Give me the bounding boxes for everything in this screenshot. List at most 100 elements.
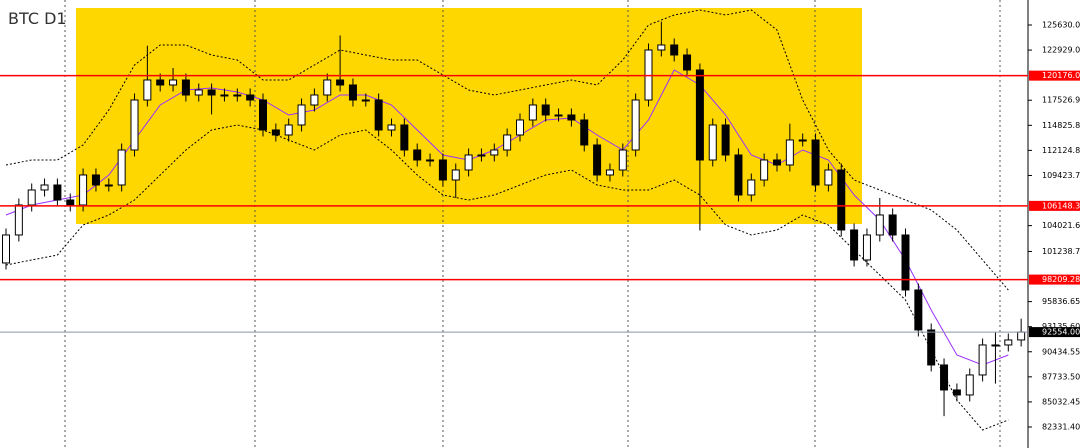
candle-body xyxy=(837,169,846,231)
candle-body xyxy=(104,184,113,187)
current-price-bg xyxy=(1029,327,1080,338)
candle-body xyxy=(965,374,974,396)
candle-body xyxy=(721,124,730,156)
candle-body xyxy=(91,174,100,186)
y-tick-label: 117526.90 xyxy=(1042,96,1080,105)
candle-body xyxy=(259,99,267,131)
highlight-zone xyxy=(76,8,862,224)
candle-body xyxy=(516,119,524,136)
y-tick-label: 93135.60 xyxy=(1042,322,1080,331)
candle-body xyxy=(785,139,794,166)
y-tick-label: 101238.75 xyxy=(1042,247,1080,256)
candle-body xyxy=(593,144,602,176)
candle-body xyxy=(528,104,537,121)
y-tick-label: 82331.40 xyxy=(1042,422,1080,431)
candle-body xyxy=(734,154,743,196)
candle-body xyxy=(477,154,486,157)
candle-body xyxy=(657,44,666,51)
candle-body xyxy=(914,289,923,331)
current-price-label: 92554.00 xyxy=(1042,328,1080,337)
y-tick-label: 122929.05 xyxy=(1042,46,1080,55)
candle-body xyxy=(888,214,897,236)
candle-body xyxy=(541,104,550,116)
candle-body xyxy=(271,129,280,136)
level-label: 98209.28 xyxy=(1042,275,1080,284)
candle-body xyxy=(708,124,717,161)
candle-body xyxy=(413,149,422,161)
candle-body xyxy=(683,54,692,71)
plot xyxy=(2,9,1026,431)
candle-body xyxy=(901,234,910,291)
candle-body xyxy=(284,124,293,136)
y-tick-label: 114825.85 xyxy=(1042,121,1080,130)
candle-body xyxy=(554,114,563,117)
candle-body xyxy=(1017,331,1026,341)
candle-body xyxy=(605,169,614,176)
candle-body xyxy=(40,184,49,191)
candle-body xyxy=(940,364,949,391)
candle-body xyxy=(580,119,589,146)
candle-body xyxy=(387,124,396,131)
candle-body xyxy=(117,149,126,186)
candle-body xyxy=(991,344,1000,347)
candle-body xyxy=(850,229,859,261)
candle-body xyxy=(220,94,229,97)
y-tick-label: 125630.05 xyxy=(1042,21,1080,30)
candle-body xyxy=(181,79,190,96)
candle-body xyxy=(246,94,255,101)
candle-body xyxy=(14,204,23,236)
candle-body xyxy=(169,79,178,86)
candle-body xyxy=(374,99,383,131)
candle-body xyxy=(631,99,640,151)
candle-body xyxy=(194,89,203,96)
candle-body xyxy=(952,389,961,396)
y-tick-label: 87733.50 xyxy=(1042,372,1080,381)
candle-body xyxy=(400,124,409,151)
level-label: 106148.38 xyxy=(1042,201,1080,210)
y-tick-label: 112124.80 xyxy=(1042,146,1080,155)
lower-band xyxy=(5,124,1009,431)
candle-body xyxy=(66,199,75,206)
price-axis-labels: 125630.05 122929.05 117526.90 114825.85 1121… xyxy=(1028,21,1080,431)
candle-body xyxy=(207,89,216,96)
candle-body xyxy=(130,99,139,151)
candle-body xyxy=(464,154,473,171)
candle-body xyxy=(233,94,242,97)
level-label: 120176.06 xyxy=(1042,71,1080,80)
y-tick-label: 109423.75 xyxy=(1042,171,1080,180)
y-tick-label: 104021.65 xyxy=(1042,221,1080,230)
candle-body xyxy=(2,234,10,264)
candle-body xyxy=(927,329,936,366)
candle-body xyxy=(824,169,833,186)
candle-body xyxy=(875,214,884,236)
y-tick-label: 90434.55 xyxy=(1042,347,1080,356)
level-label-bg xyxy=(1029,200,1080,211)
candle-body xyxy=(297,104,306,126)
candle-body xyxy=(348,84,357,101)
chart-title: BTC D1 xyxy=(8,9,67,28)
candle-body xyxy=(811,139,820,186)
candle-body xyxy=(310,94,319,106)
candle-body xyxy=(747,179,756,196)
y-tick-label: 85032.45 xyxy=(1042,397,1080,406)
candle-body xyxy=(670,44,679,56)
y-tick-label: 95836.65 xyxy=(1042,297,1080,306)
candle-body xyxy=(79,174,88,206)
level-label-bg xyxy=(1029,70,1080,81)
candle-body xyxy=(426,159,435,162)
candle-body xyxy=(323,79,332,96)
candle-body xyxy=(1004,339,1013,346)
candle-body xyxy=(156,79,165,86)
candle-body xyxy=(336,79,345,86)
candle-body xyxy=(618,149,627,171)
candle-body xyxy=(503,134,512,151)
candle-body xyxy=(798,139,807,142)
candle-body xyxy=(695,69,704,161)
level-label-bg xyxy=(1029,274,1080,285)
candle-body xyxy=(978,344,987,376)
candle-body xyxy=(27,189,36,206)
candle-body xyxy=(438,159,447,181)
candle-body xyxy=(53,184,62,201)
candle-body xyxy=(490,149,499,156)
